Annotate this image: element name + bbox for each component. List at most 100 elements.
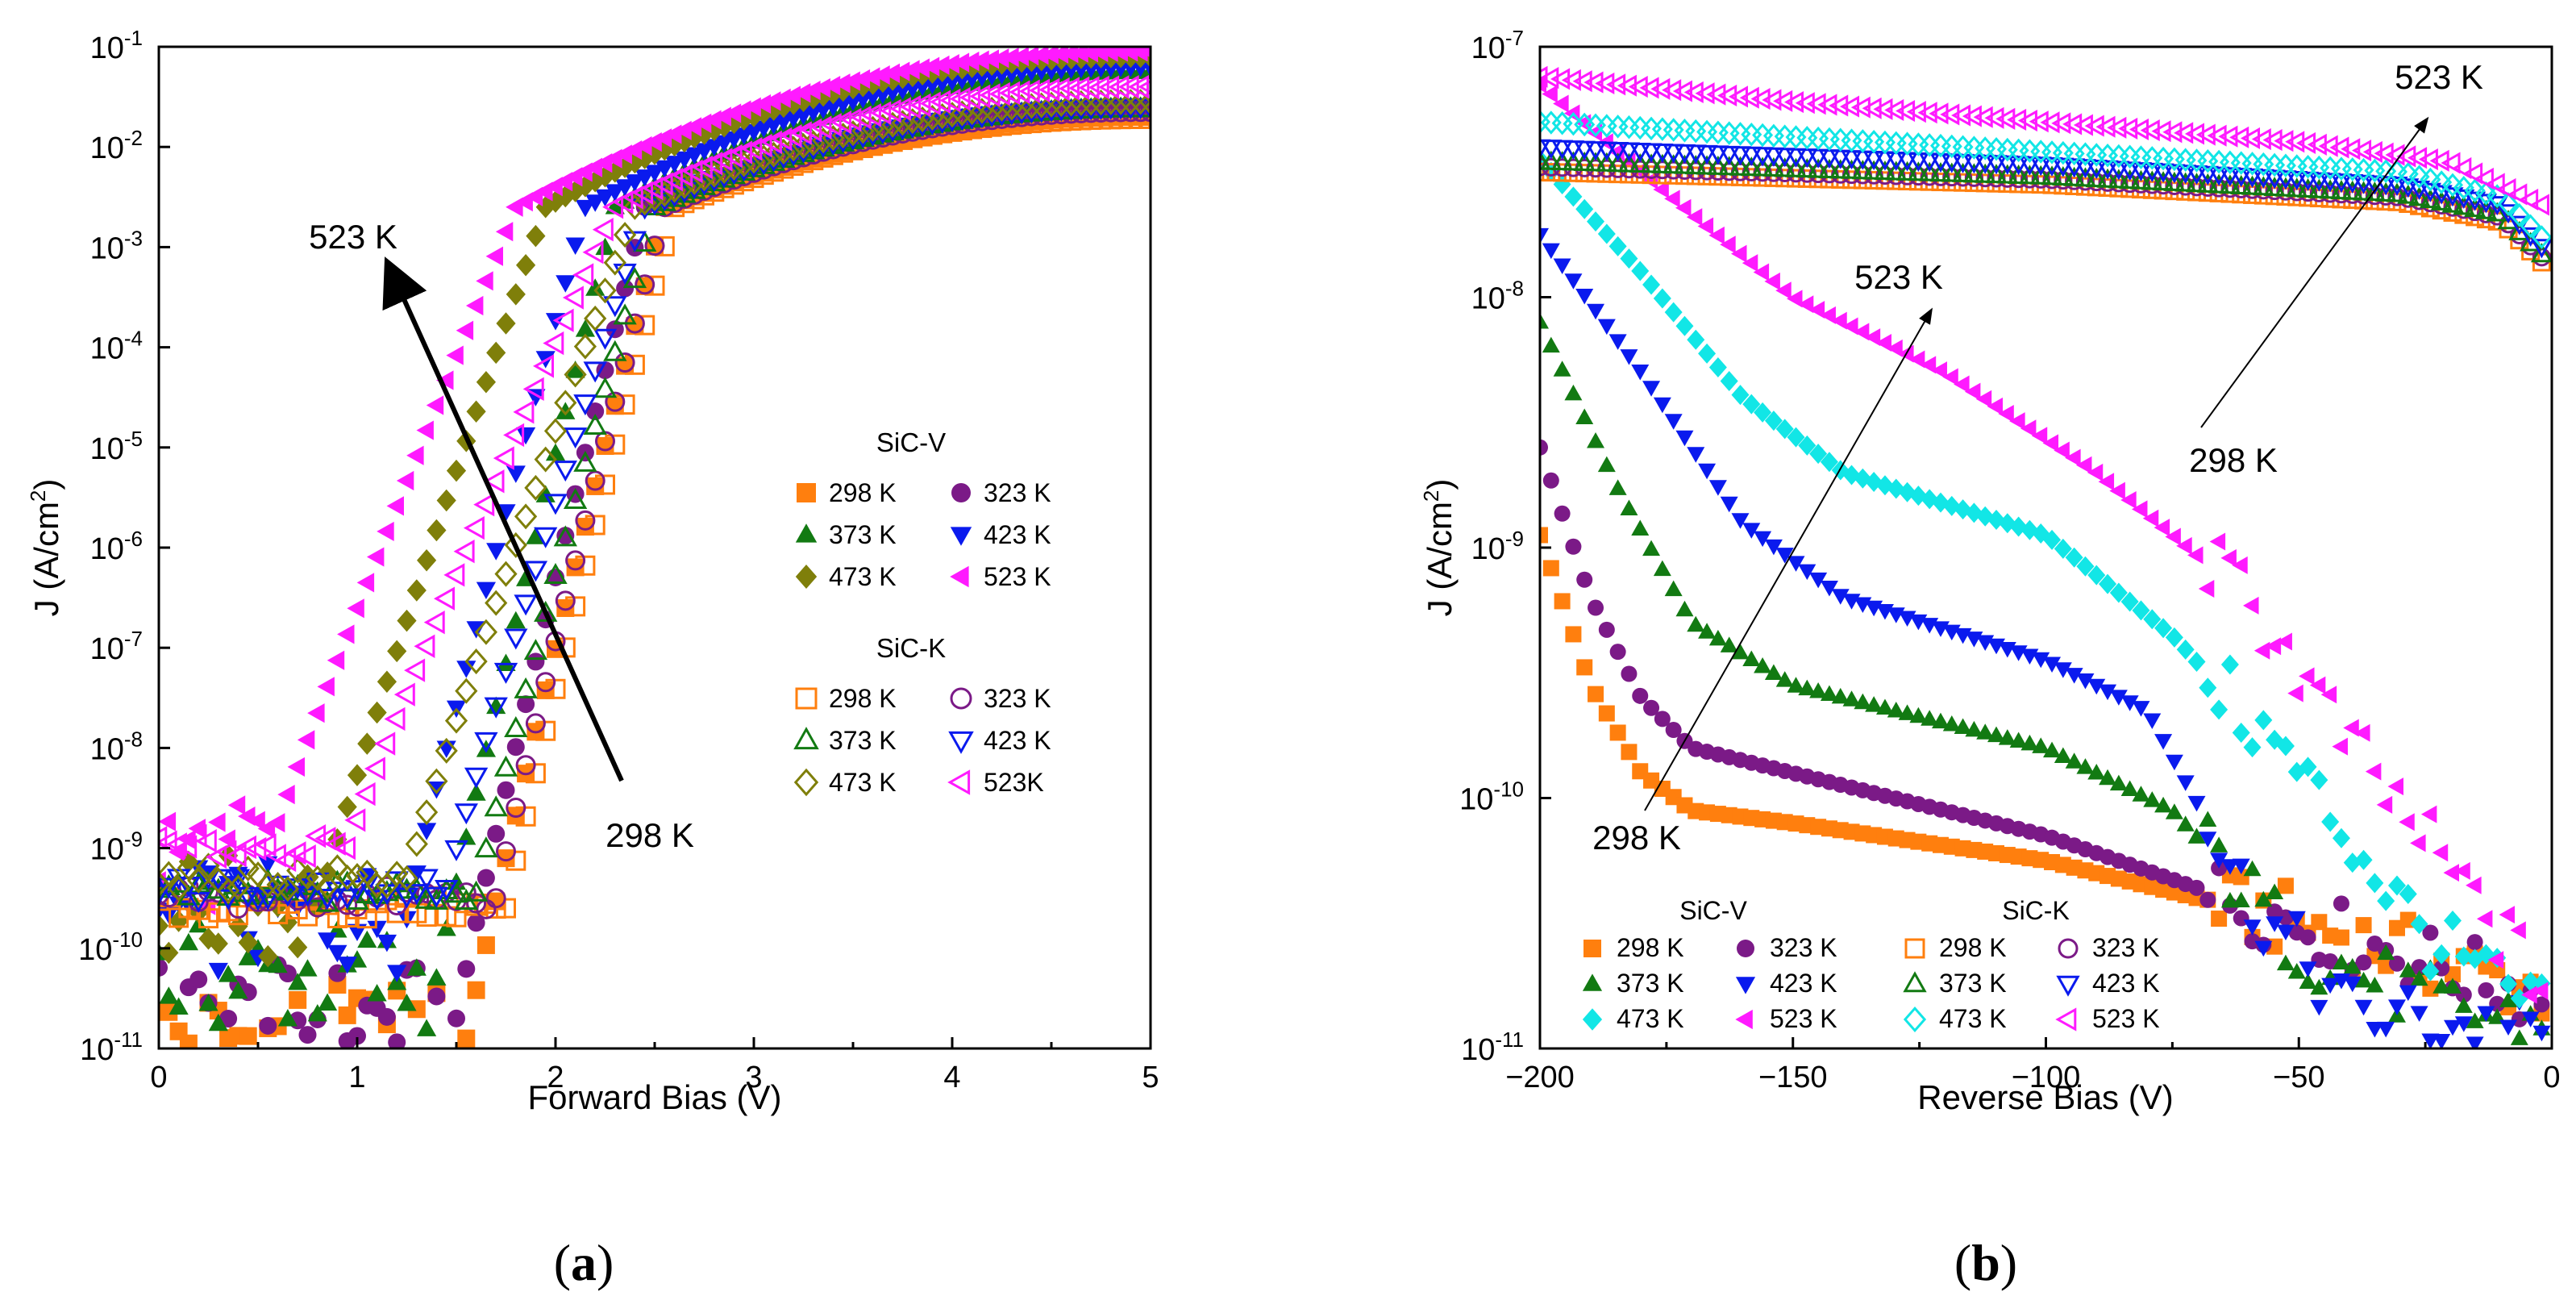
y-tick-label: 10-10 [1459,777,1524,817]
legend-label: 323 K [1770,933,1837,962]
data-point [2499,1019,2518,1036]
data-point [476,581,496,600]
data-point [235,835,256,860]
data-point [961,51,980,72]
data-point [1698,623,1717,639]
data-point [504,628,528,650]
data-point [1629,143,1651,163]
data-point [526,652,545,671]
data-point [338,1006,356,1024]
data-point [1653,165,1672,185]
data-point [457,1029,476,1048]
data-point [1962,163,1985,183]
data-point [356,573,375,593]
data-point [1632,687,1649,704]
data-point [504,531,527,558]
legend-marker [1903,1006,1927,1033]
data-point [1009,80,1030,104]
data-point [1729,122,1751,146]
data-point [664,156,685,173]
data-point [1775,169,1795,188]
data-point [2366,873,2384,894]
data-point [1542,243,1560,260]
data-point [1564,186,1583,207]
data-point [1684,155,1707,175]
data-point [2065,668,2083,684]
legend-label: 323 K [984,684,1051,713]
data-point [2399,985,2417,1002]
data-point [1685,119,1707,144]
data-point [596,361,614,380]
data-point [217,877,240,904]
data-point [1775,419,1794,440]
legend-label: 473 K [829,768,897,797]
data-point [1038,77,1060,102]
data-point [1820,169,1839,189]
data-point [1708,226,1725,244]
data-point [427,987,446,1006]
data-point [564,361,587,388]
data-point [377,670,397,694]
data-point [1874,160,1896,181]
data-point [2165,627,2183,648]
data-point [2232,556,2248,574]
data-point [1720,636,1738,652]
data-point [1820,306,1836,324]
data-point [2051,112,2071,135]
data-point [822,76,841,96]
data-point [614,394,635,415]
data-point [1540,227,1549,244]
data-point [1672,80,1692,102]
data-point [1550,68,1571,90]
data-point [743,97,761,117]
data-point [1551,111,1573,135]
data-point [2063,158,2086,178]
data-point [2475,181,2497,206]
data-point [2120,491,2137,510]
data-point [2176,775,2195,791]
data-point [2341,180,2364,200]
data-point [1060,47,1079,64]
data-point [1662,79,1682,102]
data-point [1565,538,1582,555]
data-point [1540,67,1559,90]
data-point [1750,88,1771,110]
data-point [2441,152,2461,174]
data-point [2120,591,2139,612]
data-point [1753,263,1770,281]
data-point [2098,473,2115,491]
data-point [1018,79,1040,103]
data-point [348,1027,366,1045]
data-point [840,107,862,132]
data-point [2208,173,2230,194]
data-point [654,236,675,256]
data-point [2108,169,2130,189]
data-point [615,179,635,197]
data-point [2154,519,2170,537]
data-point [1731,643,1750,660]
data-point [486,341,506,365]
data-point [1588,599,1604,616]
data-point [1540,140,1563,160]
data-point [466,783,486,801]
data-point [1985,164,2008,184]
data-point [327,650,345,670]
data-point [228,981,248,999]
legend-label: 373 K [1617,969,1684,998]
data-point [2332,953,2350,969]
data-point [2187,827,2206,844]
data-point [2519,188,2539,211]
data-point [226,869,251,890]
data-point [1542,472,1559,489]
data-point [2376,795,2393,814]
legend-group-title: SiC-K [2002,896,2070,925]
panel-a-series [159,47,1151,1048]
data-point [843,71,860,91]
data-point [523,639,548,661]
data-point [1775,671,1794,687]
data-point [2309,183,2328,202]
data-point [1762,123,1784,148]
data-point [912,58,930,78]
data-point [455,677,478,704]
data-point [820,113,842,137]
